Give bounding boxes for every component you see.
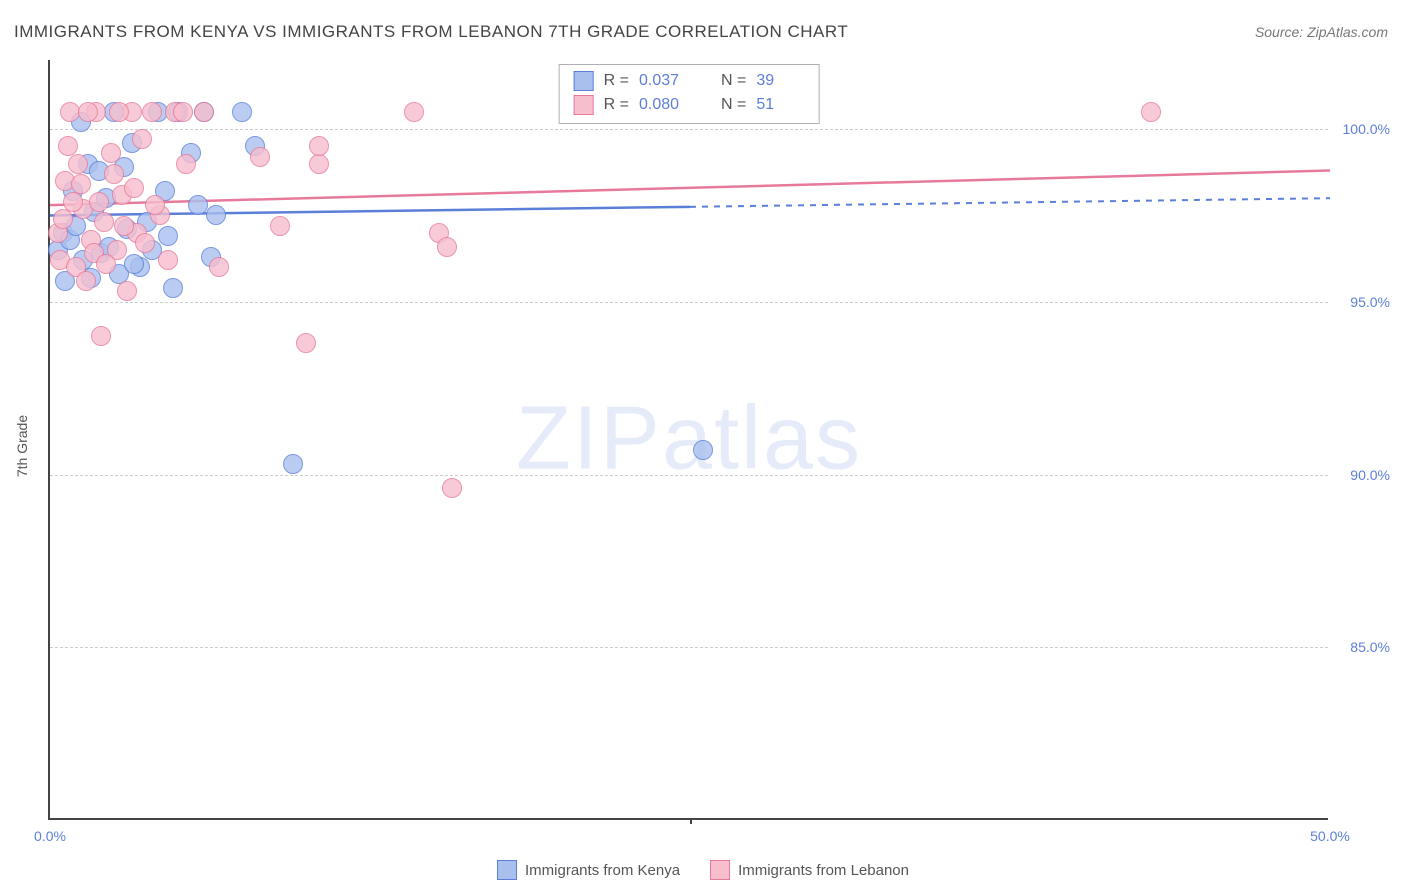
legend-swatch [710,860,730,880]
scatter-point [404,102,424,122]
scatter-point [68,154,88,174]
x-tick-mark [690,818,692,824]
scatter-point [296,333,316,353]
legend-label: Immigrants from Kenya [525,862,680,879]
x-tick-label: 50.0% [1310,828,1350,844]
scatter-point [114,216,134,236]
scatter-point [250,147,270,167]
legend-item: Immigrants from Kenya [497,860,680,880]
scatter-point [437,237,457,257]
plot-inner: 85.0%90.0%95.0%100.0%0.0%50.0% [50,60,1328,818]
stat-n-value: 39 [756,72,804,90]
x-tick-label: 0.0% [34,828,66,844]
scatter-point [176,154,196,174]
scatter-point [101,143,121,163]
y-tick-label: 90.0% [1335,467,1390,483]
scatter-point [173,102,193,122]
scatter-point [158,226,178,246]
y-tick-label: 85.0% [1335,639,1390,655]
chart-title: IMMIGRANTS FROM KENYA VS IMMIGRANTS FROM… [14,22,848,42]
y-axis-label: 7th Grade [14,415,30,477]
scatter-point [78,102,98,122]
scatter-point [283,454,303,474]
scatter-point [124,254,144,274]
y-tick-label: 100.0% [1335,121,1390,137]
scatter-point [124,178,144,198]
stat-n-label: N = [721,96,746,114]
scatter-point [206,205,226,225]
stat-r-label: R = [604,72,629,90]
scatter-point [163,278,183,298]
y-tick-label: 95.0% [1335,294,1390,310]
scatter-point [63,192,83,212]
scatter-point [270,216,290,236]
scatter-point [194,102,214,122]
plot-area: ZIPatlas 85.0%90.0%95.0%100.0%0.0%50.0% … [48,60,1328,820]
stats-row: R = 0.037 N = 39 [574,69,805,93]
chart-container: IMMIGRANTS FROM KENYA VS IMMIGRANTS FROM… [0,0,1406,892]
scatter-point [132,129,152,149]
source-attribution: Source: ZipAtlas.com [1255,24,1388,40]
stat-r-label: R = [604,96,629,114]
scatter-point [89,192,109,212]
scatter-point [71,174,91,194]
legend-swatch [497,860,517,880]
stats-legend-box: R = 0.037 N = 39 R = 0.080 N = 51 [559,64,820,124]
scatter-point [188,195,208,215]
scatter-point [309,154,329,174]
stats-row: R = 0.080 N = 51 [574,93,805,117]
scatter-point [145,195,165,215]
scatter-point [232,102,252,122]
scatter-point [117,281,137,301]
scatter-point [309,136,329,156]
scatter-point [91,326,111,346]
scatter-point [94,212,114,232]
scatter-point [693,440,713,460]
scatter-point [1141,102,1161,122]
trend-line-dashed [690,198,1330,207]
bottom-legend: Immigrants from Kenya Immigrants from Leb… [497,860,909,880]
scatter-point [109,102,129,122]
scatter-point [158,250,178,270]
scatter-point [442,478,462,498]
scatter-point [53,209,73,229]
scatter-point [76,271,96,291]
series-swatch [574,95,594,115]
scatter-point [135,233,155,253]
trend-lines-svg [50,60,1328,818]
stat-r-value: 0.080 [639,96,687,114]
scatter-point [104,164,124,184]
scatter-point [58,136,78,156]
scatter-point [96,254,116,274]
stat-r-value: 0.037 [639,72,687,90]
scatter-point [142,102,162,122]
legend-item: Immigrants from Lebanon [710,860,909,880]
scatter-point [209,257,229,277]
legend-label: Immigrants from Lebanon [738,862,909,879]
stat-n-label: N = [721,72,746,90]
stat-n-value: 51 [756,96,804,114]
series-swatch [574,71,594,91]
